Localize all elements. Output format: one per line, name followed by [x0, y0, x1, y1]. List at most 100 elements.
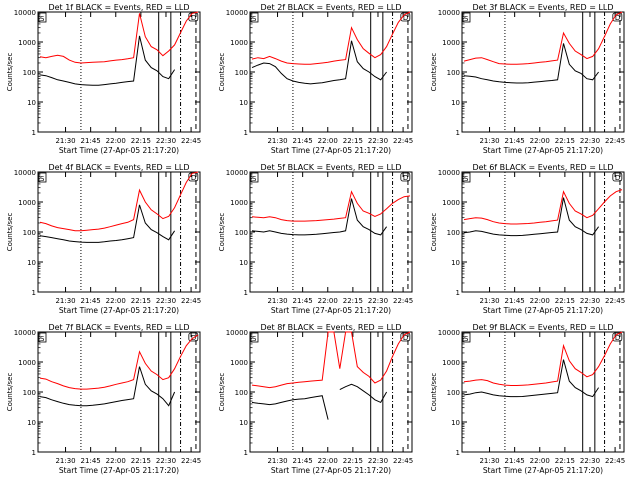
x-axis-label: Start Time (27-Apr-05 21:17:20) — [271, 466, 391, 475]
chart-panel-6: Det 6f BLACK = Events, RED = LLD 1 10 100 10… — [430, 163, 625, 315]
x-tick-label: 22:30 — [368, 137, 388, 145]
x-tick-label: 22:00 — [318, 457, 338, 465]
x-tick-label: 22:30 — [156, 137, 176, 145]
x-axis-label: Start Time (27-Apr-05 21:17:20) — [483, 306, 603, 315]
x-tick-label: 22:15 — [343, 297, 363, 305]
x-axis-label: Start Time (27-Apr-05 21:17:20) — [271, 306, 391, 315]
marker-d-box — [400, 172, 411, 182]
marker-s: S — [464, 335, 469, 343]
events-series-line — [251, 383, 388, 420]
x-tick-label: 22:45 — [181, 297, 201, 305]
marker-d-box — [400, 332, 411, 342]
marker-s: S — [252, 175, 257, 183]
marker-s: S — [464, 15, 469, 23]
marker-d: D — [615, 14, 620, 22]
y-tick-label: 1000 — [442, 359, 460, 367]
x-axis-label: Start Time (27-Apr-05 21:17:20) — [271, 146, 391, 155]
lld-series-line — [251, 11, 411, 65]
events-series-line — [251, 40, 387, 85]
plot-frame — [461, 11, 625, 133]
lld-series-line — [251, 190, 411, 222]
x-tick-label: 22:15 — [343, 137, 363, 145]
y-tick-label: 1 — [456, 449, 460, 457]
y-axis-label: Counts/sec — [6, 373, 14, 412]
x-tick-label: 22:00 — [530, 137, 550, 145]
x-tick-label: 22:30 — [368, 297, 388, 305]
y-tick-label: 10000 — [226, 329, 248, 337]
plot-frame — [249, 331, 413, 453]
x-tick-label: 21:30 — [55, 457, 75, 465]
marker-d-box — [612, 172, 623, 182]
lld-series-line — [39, 11, 199, 64]
y-tick-label: 100 — [23, 389, 36, 397]
x-tick-label: 21:30 — [267, 457, 287, 465]
y-tick-label: 10 — [27, 99, 36, 107]
x-tick-label: 21:45 — [505, 297, 525, 305]
x-tick-label: 22:30 — [156, 457, 176, 465]
x-tick-label: 22:00 — [106, 297, 126, 305]
y-axis-label: Counts/sec — [430, 213, 438, 252]
x-tick-label: 21:45 — [81, 137, 101, 145]
y-tick-label: 100 — [447, 229, 460, 237]
x-tick-label: 21:30 — [479, 137, 499, 145]
x-tick-label: 21:45 — [81, 457, 101, 465]
chart-panel-7: Det 7f BLACK = Events, RED = LLD 1 10 100 10… — [6, 323, 201, 475]
chart-panel-8: Det 8f BLACK = Events, RED = LLD 1 10 100 10… — [218, 323, 413, 475]
y-axis-label: Counts/sec — [430, 53, 438, 92]
y-axis-label: Counts/sec — [218, 53, 226, 92]
y-tick-label: 10000 — [438, 169, 460, 177]
y-tick-label: 10000 — [14, 329, 36, 337]
x-tick-label: 22:15 — [555, 457, 575, 465]
events-series-line — [39, 204, 176, 243]
marker-d: D — [615, 334, 620, 342]
y-tick-label: 1 — [32, 289, 36, 297]
y-tick-label: 1 — [244, 129, 248, 137]
y-tick-label: 10000 — [226, 169, 248, 177]
x-tick-label: 21:45 — [293, 137, 313, 145]
y-tick-label: 1 — [32, 449, 36, 457]
chart-panel-1: Det 1f BLACK = Events, RED = LLD 1 10 100 10… — [6, 3, 201, 155]
marker-s-box — [250, 332, 259, 343]
y-tick-label: 1000 — [442, 199, 460, 207]
x-tick-label: 22:15 — [555, 297, 575, 305]
x-tick-label: 22:45 — [393, 457, 413, 465]
y-tick-label: 1000 — [230, 39, 248, 47]
y-tick-label: 10000 — [14, 169, 36, 177]
marker-s-box — [462, 172, 471, 183]
y-tick-label: 10000 — [226, 9, 248, 17]
x-tick-label: 22:00 — [530, 457, 550, 465]
y-tick-label: 1000 — [18, 199, 36, 207]
chart-panel-5: Det 5f BLACK = Events, RED = LLD 1 10 100 10… — [218, 163, 413, 315]
y-tick-label: 100 — [447, 389, 460, 397]
y-tick-label: 1000 — [18, 359, 36, 367]
plot-frame — [461, 331, 625, 453]
x-tick-label: 22:30 — [156, 297, 176, 305]
marker-s: S — [464, 175, 469, 183]
marker-s-box — [462, 332, 471, 343]
y-tick-label: 10 — [27, 259, 36, 267]
lld-series-line — [251, 331, 411, 389]
marker-d: D — [191, 14, 196, 22]
x-tick-label: 21:45 — [293, 297, 313, 305]
x-axis-label: Start Time (27-Apr-05 21:17:20) — [59, 146, 179, 155]
x-tick-label: 22:00 — [318, 137, 338, 145]
y-tick-label: 100 — [235, 69, 248, 77]
x-tick-label: 22:30 — [580, 137, 600, 145]
x-tick-label: 21:30 — [267, 137, 287, 145]
y-tick-label: 1 — [244, 449, 248, 457]
marker-s: S — [252, 335, 257, 343]
plot-frame — [37, 11, 201, 133]
x-tick-label: 22:30 — [580, 457, 600, 465]
x-tick-label: 22:45 — [605, 457, 625, 465]
plot-frame — [37, 171, 201, 293]
y-tick-label: 10 — [239, 259, 248, 267]
chart-panel-9: Det 9f BLACK = Events, RED = LLD 1 10 100 10… — [430, 323, 625, 475]
y-axis-label: Counts/sec — [218, 213, 226, 252]
chart-title: Det 7f BLACK = Events, RED = LLD — [48, 323, 189, 332]
y-tick-label: 100 — [23, 69, 36, 77]
y-tick-label: 1 — [456, 129, 460, 137]
marker-d-box — [612, 12, 623, 22]
x-tick-label: 22:00 — [106, 137, 126, 145]
x-tick-label: 22:15 — [555, 137, 575, 145]
events-series-line — [39, 35, 176, 86]
